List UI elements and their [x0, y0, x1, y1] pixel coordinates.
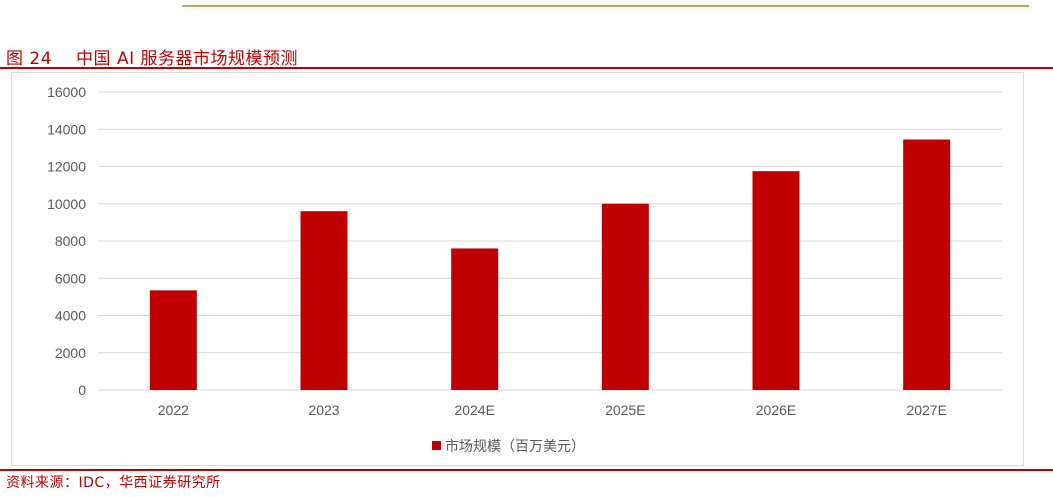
figure-title: 图 24 中国 AI 服务器市场规模预测 [6, 44, 298, 69]
chart-frame [11, 72, 1024, 466]
bar-2023 [300, 211, 348, 390]
bar-2025E [601, 203, 649, 390]
bar-2026E [752, 171, 800, 390]
y-tick-label: 4000 [55, 308, 86, 324]
y-tick-label: 8000 [55, 233, 86, 249]
y-tick-label: 16000 [47, 84, 86, 100]
legend: 市场规模（百万美元） [432, 438, 585, 455]
y-tick-labels: 0 2000 4000 6000 8000 10000 12000 14000 16000 [47, 84, 86, 398]
x-tick-label: 2022 [158, 402, 189, 418]
y-tick-label: 12000 [47, 159, 86, 175]
x-tick-label: 2025E [605, 402, 645, 418]
title-rule [0, 67, 1053, 69]
source-rule [0, 469, 1053, 471]
legend-swatch [432, 441, 441, 450]
x-tick-label: 2023 [308, 402, 339, 418]
gridlines [98, 91, 1002, 391]
bar-2027E [903, 139, 951, 390]
x-tick-label: 2026E [756, 402, 796, 418]
top-rule [182, 5, 1029, 7]
x-tick-label: 2027E [906, 402, 946, 418]
source-note: 资料来源：IDC，华西证券研究所 [6, 475, 221, 491]
x-tick-labels: 2022 2023 2024E 2025E 2026E 2027E [158, 402, 947, 418]
bars [149, 139, 951, 390]
figure-number: 图 24 [6, 49, 53, 69]
bar-2022 [149, 290, 197, 390]
figure-title-text: 中国 AI 服务器市场规模预测 [76, 49, 298, 69]
y-tick-label: 2000 [55, 345, 86, 361]
y-tick-label: 10000 [47, 196, 86, 212]
x-tick-label: 2024E [454, 402, 494, 418]
y-tick-label: 6000 [55, 270, 86, 286]
y-tick-label: 0 [78, 382, 86, 398]
legend-label: 市场规模（百万美元） [445, 438, 585, 455]
y-tick-label: 14000 [47, 121, 86, 137]
bar-2024E [451, 248, 499, 390]
